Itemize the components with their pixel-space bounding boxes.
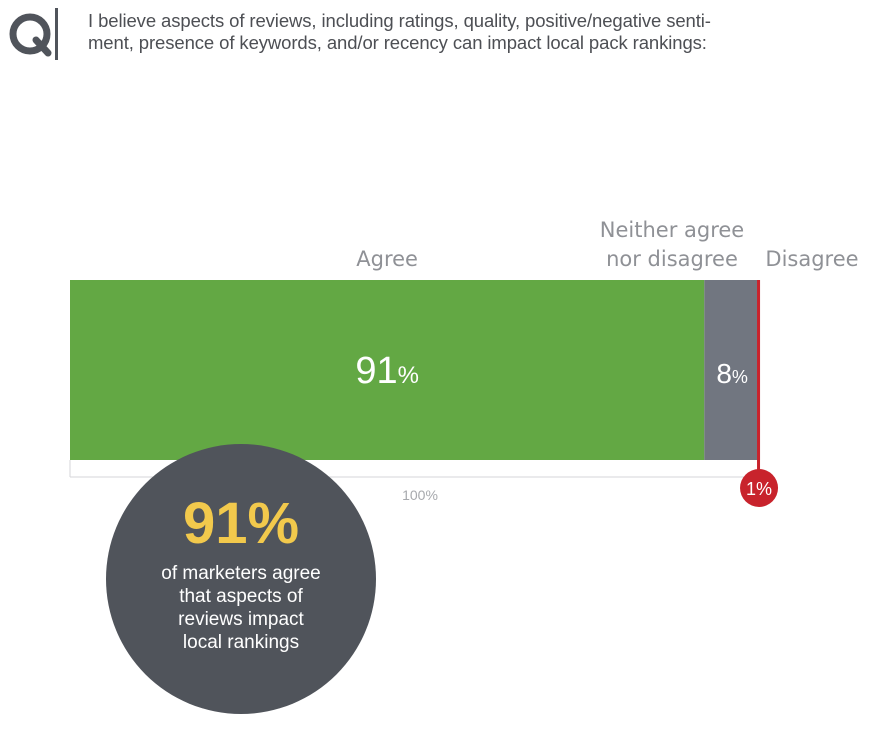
question-line-2: ment, presence of keywords, and/or recen… (88, 32, 707, 53)
bar-neither-agree-nor-disagree (704, 280, 761, 460)
bar-disagree (757, 280, 761, 476)
data-label-neither-agree-nor-disagree: 8% (716, 358, 748, 389)
question-q-icon (9, 8, 58, 60)
category-label-neither-agree-nor-disagree-line-2: nor disagree (606, 247, 738, 271)
category-label-neither-agree-nor-disagree-line-1: Neither agree (600, 218, 744, 242)
data-label-bubble-disagree (740, 469, 779, 507)
bar-agree (70, 280, 705, 460)
highlight-value: 91% (182, 491, 300, 556)
axis-scale-label: 100% (402, 487, 438, 503)
data-label-disagree: 1% (746, 479, 772, 499)
category-label-agree: Agree (356, 247, 418, 271)
data-label-agree: 91% (355, 350, 419, 392)
question-text: I believe aspects of reviews, including … (88, 10, 858, 54)
category-label-disagree: Disagree (765, 247, 858, 271)
highlight-caption: of marketers agree that aspects of revie… (161, 563, 321, 653)
question-line-1: I believe aspects of reviews, including … (88, 10, 711, 31)
highlight-circle: 91% of marketers agree that aspects of r… (106, 444, 376, 714)
